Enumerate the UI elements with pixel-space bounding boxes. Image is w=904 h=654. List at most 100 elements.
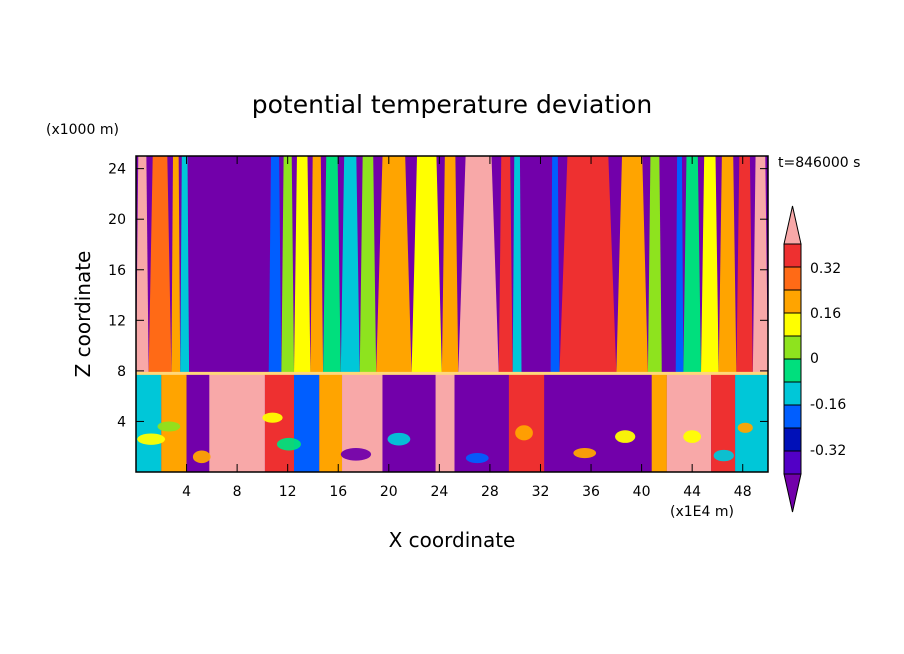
upper-band-28: [718, 156, 737, 374]
upper-band-30: [752, 156, 768, 374]
x-tick-label-36: 36: [582, 484, 600, 500]
colorbar-level-6: [783, 358, 802, 383]
x-tick-label-40: 40: [633, 484, 651, 500]
upper-band-9: [310, 156, 324, 374]
colorbar-level-4: [783, 312, 802, 337]
y-tick-label-8: 8: [117, 364, 126, 380]
turbulent-blob-11: [573, 447, 597, 459]
colorbar-lower-arrow: [783, 473, 802, 513]
plot-frame: [135, 155, 769, 473]
upper-band-6: [268, 156, 282, 374]
colorbar-level-9: [783, 427, 802, 452]
lower-band-9: [382, 373, 436, 472]
turbulent-blob-14: [713, 449, 734, 462]
upper-band-4: [180, 156, 190, 374]
turbulent-blob-6: [320, 402, 341, 416]
upper-band-18: [512, 156, 522, 374]
colorbar-upper-arrow: [783, 205, 802, 245]
colorbar-tick-label-1: 0.32: [810, 261, 841, 277]
lower-band-5: [264, 373, 294, 472]
lower-band-14: [651, 373, 667, 472]
x-tick-label-32: 32: [532, 484, 550, 500]
upper-band-17: [498, 156, 513, 374]
upper-band-2: [148, 156, 172, 374]
colorbar-tick-label-2: 0.16: [810, 306, 841, 322]
turbulent-blob-3: [192, 450, 211, 464]
lower-band-17: [735, 373, 768, 472]
lower-band-7: [319, 373, 343, 472]
upper-band-26: [683, 156, 702, 374]
colorbar-tick-label-3: 0: [810, 351, 819, 367]
plot-area: [136, 156, 768, 472]
y-axis: 4 8 12 16 20 24: [108, 162, 768, 430]
turbulent-blob-1: [137, 433, 166, 445]
colorbar-tick-label-4: -0.16: [810, 397, 846, 413]
upper-band-25: [675, 156, 684, 374]
turbulent-blob-5: [276, 437, 301, 451]
x-tick-label-12: 12: [279, 484, 297, 500]
upper-band-13: [376, 156, 412, 374]
upper-band-24: [661, 156, 676, 374]
upper-band-11: [340, 156, 360, 374]
x-tick-label-24: 24: [430, 484, 448, 500]
turbulent-blob-12: [615, 430, 636, 443]
turbulent-blob-2: [157, 421, 181, 432]
turbulent-blob-8: [387, 432, 411, 446]
x-axis-unit: (x1E4 m): [670, 504, 734, 520]
upper-band-1: [136, 156, 149, 374]
upper-band-15: [441, 156, 459, 374]
upper-band-22: [616, 156, 648, 374]
lower-band-4: [209, 373, 265, 472]
x-tick-label-44: 44: [683, 484, 701, 500]
turbulent-blob-10: [515, 425, 533, 441]
x-axis-label: X coordinate: [389, 528, 516, 552]
colorbar: 0.32 0.16 0 -0.16 -0.32: [783, 205, 846, 513]
colorbar-level-8: [783, 404, 802, 429]
lower-band-3: [186, 373, 210, 472]
x-tick-label-16: 16: [329, 484, 347, 500]
y-tick-label-16: 16: [108, 263, 126, 279]
colorbar-level-1: [783, 243, 802, 268]
x-tick-label-28: 28: [481, 484, 499, 500]
x-tick-label-48: 48: [734, 484, 752, 500]
upper-band-29: [736, 156, 753, 374]
upper-band-16: [458, 156, 499, 374]
upper-band-12: [359, 156, 377, 374]
lower-band-15: [666, 373, 712, 472]
upper-band-27: [701, 156, 719, 374]
upper-band-20: [550, 156, 560, 374]
colorbar-tick-label-5: -0.32: [810, 443, 846, 459]
upper-band-10: [323, 156, 341, 374]
colorbar-level-5: [783, 335, 802, 360]
x-tick-label-4: 4: [182, 484, 191, 500]
colorbar-level-2: [783, 266, 802, 291]
lower-band-6: [294, 373, 320, 472]
heatmap-field: [136, 156, 768, 472]
y-axis-label: Z coordinate: [71, 251, 95, 378]
x-tick-label-8: 8: [233, 484, 242, 500]
upper-band-7: [281, 156, 294, 374]
y-tick-label-24: 24: [108, 162, 126, 178]
y-tick-label-12: 12: [108, 313, 126, 329]
lower-band-13: [544, 373, 652, 472]
upper-band-19: [521, 156, 551, 374]
upper-band-14: [411, 156, 442, 374]
time-label: t=846000 s: [778, 155, 860, 171]
y-tick-label-4: 4: [117, 414, 126, 430]
turbulent-blob-9: [465, 453, 489, 464]
lower-band-10: [435, 373, 455, 472]
lower-band-1: [136, 373, 162, 472]
lower-band-12: [508, 373, 545, 472]
turbulent-blob-4: [262, 412, 283, 423]
chart-title: potential temperature deviation: [252, 90, 652, 119]
y-axis-unit: (x1000 m): [46, 122, 119, 138]
upper-band-8: [294, 156, 311, 374]
colorbar-level-10: [783, 450, 802, 475]
colorbar-level-3: [783, 289, 802, 314]
upper-band-21: [559, 156, 617, 374]
upper-band-5: [189, 156, 269, 374]
x-tick-label-20: 20: [380, 484, 398, 500]
colorbar-level-7: [783, 381, 802, 406]
y-tick-label-20: 20: [108, 212, 126, 228]
